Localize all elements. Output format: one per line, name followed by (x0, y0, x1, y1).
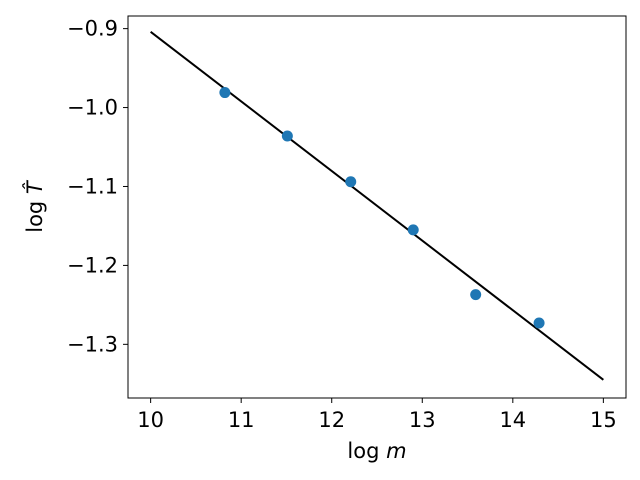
x-tick-label: 12 (318, 408, 345, 432)
data-point-3 (345, 176, 357, 188)
y-axis-label: log T̂ (22, 179, 47, 233)
data-point-4 (407, 224, 419, 236)
y-tick-label: −0.9 (67, 17, 118, 41)
plot-frame (127, 15, 627, 399)
x-tick-label: 10 (137, 408, 164, 432)
y-tick-label: −1.3 (67, 332, 118, 356)
x-tick-label: 11 (228, 408, 255, 432)
x-axis-label-symbol: m (386, 439, 406, 463)
y-tick-label: −1.1 (67, 174, 118, 198)
x-axis-label-prefix: log (347, 439, 386, 463)
x-axis: 10 11 12 13 14 15 (137, 398, 617, 432)
y-axis-label-prefix: log (23, 194, 47, 233)
y-tick-label: −1.0 (67, 96, 118, 120)
plot-area (150, 30, 604, 381)
y-tick-label: −1.2 (67, 253, 118, 277)
x-tick-label: 15 (590, 408, 617, 432)
y-axis: −0.9 −1.0 −1.1 −1.2 −1.3 (67, 17, 128, 356)
data-point-6 (533, 317, 545, 329)
x-tick-label: 13 (409, 408, 436, 432)
x-axis-label: log m (347, 439, 406, 463)
data-point-1 (219, 87, 231, 99)
y-axis-label-symbol: T̂ (22, 179, 47, 194)
data-point-5 (470, 289, 482, 301)
data-point-2 (281, 130, 293, 142)
x-tick-label: 14 (499, 408, 526, 432)
